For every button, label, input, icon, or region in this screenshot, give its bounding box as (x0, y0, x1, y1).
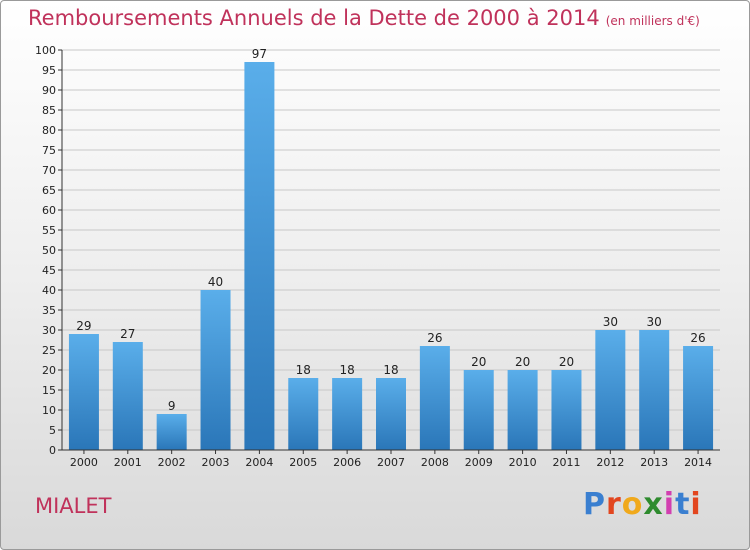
y-tick-label: 10 (42, 404, 56, 417)
bar (288, 378, 319, 450)
value-label: 40 (208, 275, 223, 289)
x-tick-label: 2012 (596, 456, 624, 469)
bar (200, 290, 231, 450)
commune-name: MIALET (35, 494, 112, 518)
y-tick-label: 5 (49, 424, 56, 437)
y-tick-label: 40 (42, 284, 56, 297)
x-tick-label: 2006 (333, 456, 361, 469)
y-tick-label: 0 (49, 444, 56, 457)
logo-letter: i (690, 487, 702, 522)
value-label: 9 (168, 399, 176, 413)
x-tick-label: 2000 (70, 456, 98, 469)
value-label: 27 (120, 327, 135, 341)
logo-letter: t (675, 487, 691, 522)
value-label: 26 (427, 331, 442, 345)
y-tick-label: 20 (42, 364, 56, 377)
y-tick-label: 65 (42, 184, 56, 197)
y-tick-label: 90 (42, 84, 56, 97)
bar (595, 330, 626, 450)
x-tick-label: 2013 (640, 456, 668, 469)
x-tick-label: 2007 (377, 456, 405, 469)
bar (156, 414, 187, 450)
y-tick-label: 55 (42, 224, 56, 237)
x-tick-label: 2011 (552, 456, 580, 469)
x-tick-label: 2009 (465, 456, 493, 469)
bar (507, 370, 538, 450)
y-tick-label: 25 (42, 344, 56, 357)
chart-title: Remboursements Annuels de la Dette de 20… (28, 6, 700, 30)
bar (244, 62, 275, 450)
value-label: 97 (252, 47, 267, 61)
y-tick-label: 50 (42, 244, 56, 257)
x-tick-label: 2002 (158, 456, 186, 469)
proxiti-logo: Proxiti (583, 487, 702, 522)
value-label: 20 (471, 355, 486, 369)
logo-letter: o (621, 487, 644, 522)
bar (376, 378, 406, 450)
value-label: 18 (339, 363, 354, 377)
x-tick-label: 2010 (509, 456, 537, 469)
bar (463, 370, 494, 450)
value-label: 30 (603, 315, 618, 329)
x-tick-label: 2003 (202, 456, 230, 469)
chart-title-text: Remboursements Annuels de la Dette de 20… (28, 6, 600, 30)
logo-letter: i (663, 487, 676, 522)
y-tick-label: 15 (42, 384, 56, 397)
y-tick-label: 75 (42, 144, 56, 157)
bar (683, 346, 714, 450)
y-tick-label: 95 (42, 64, 56, 77)
value-label: 20 (515, 355, 530, 369)
y-tick-label: 80 (42, 124, 56, 137)
bar (68, 334, 99, 450)
y-tick-label: 45 (42, 264, 56, 277)
value-label: 30 (647, 315, 662, 329)
bar (332, 378, 363, 450)
bar (419, 346, 450, 450)
x-tick-label: 2001 (114, 456, 142, 469)
value-label: 20 (559, 355, 574, 369)
y-tick-label: 30 (42, 324, 56, 337)
x-tick-label: 2004 (245, 456, 273, 469)
bars (68, 62, 714, 450)
y-tick-label: 100 (35, 44, 56, 57)
x-tick-label: 2005 (289, 456, 317, 469)
x-tick-label: 2014 (684, 456, 712, 469)
bar (551, 370, 582, 450)
chart-unit: (en milliers d'€) (605, 14, 700, 28)
y-tick-label: 35 (42, 304, 56, 317)
y-tick-label: 85 (42, 104, 56, 117)
value-label: 18 (296, 363, 311, 377)
y-tick-label: 60 (42, 204, 56, 217)
value-label: 18 (383, 363, 398, 377)
value-labels: 29 27 9 40 97 18 18 18 26 20 20 20 30 30 26 (76, 47, 705, 413)
bar (112, 342, 143, 450)
y-tick-label: 70 (42, 164, 56, 177)
axes: 0 5 10 15 20 25 30 35 40 45 50 55 60 65 70 75 80 85 90 95 10… (35, 44, 720, 469)
value-label: 29 (76, 319, 91, 333)
x-tick-label: 2008 (421, 456, 449, 469)
value-label: 26 (690, 331, 705, 345)
logo-letter: r (606, 487, 622, 522)
logo-letter: P (583, 487, 606, 522)
bar (639, 330, 670, 450)
logo-letter: x (643, 487, 664, 522)
